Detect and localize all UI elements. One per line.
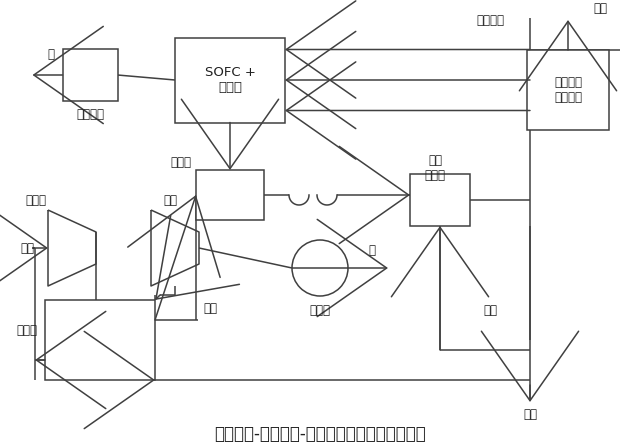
Bar	[45, 300, 155, 380]
Bar	[63, 49, 118, 101]
Text: 燃料电池-燃气轮机-余热吸收型分布式联产系统: 燃料电池-燃气轮机-余热吸收型分布式联产系统	[214, 425, 426, 443]
Bar	[175, 37, 285, 123]
Text: 余热回收
利用装置: 余热回收 利用装置	[554, 76, 582, 104]
Text: SOFC +
重整器: SOFC + 重整器	[205, 66, 255, 94]
Text: 压气机: 压气机	[25, 194, 46, 206]
Text: 燃料
加热器: 燃料 加热器	[424, 154, 445, 182]
Text: 空气: 空气	[20, 241, 34, 255]
Text: 发电装置: 发电装置	[76, 108, 104, 121]
Text: 发电机: 发电机	[310, 303, 330, 317]
Bar	[410, 174, 470, 226]
Text: 惰性气体: 惰性气体	[476, 13, 504, 26]
Text: 燃料: 燃料	[483, 303, 497, 317]
Text: 排烟: 排烟	[593, 1, 607, 15]
Text: 透平: 透平	[163, 194, 177, 206]
Bar	[527, 50, 609, 130]
Text: 电: 电	[47, 49, 54, 62]
Text: 燃烧室: 燃烧室	[170, 156, 191, 169]
Text: 回热器: 回热器	[16, 323, 37, 336]
Bar	[196, 170, 264, 220]
Text: 电: 电	[368, 244, 375, 256]
Text: 排气: 排气	[523, 409, 537, 421]
Text: 烟气: 烟气	[203, 301, 217, 314]
